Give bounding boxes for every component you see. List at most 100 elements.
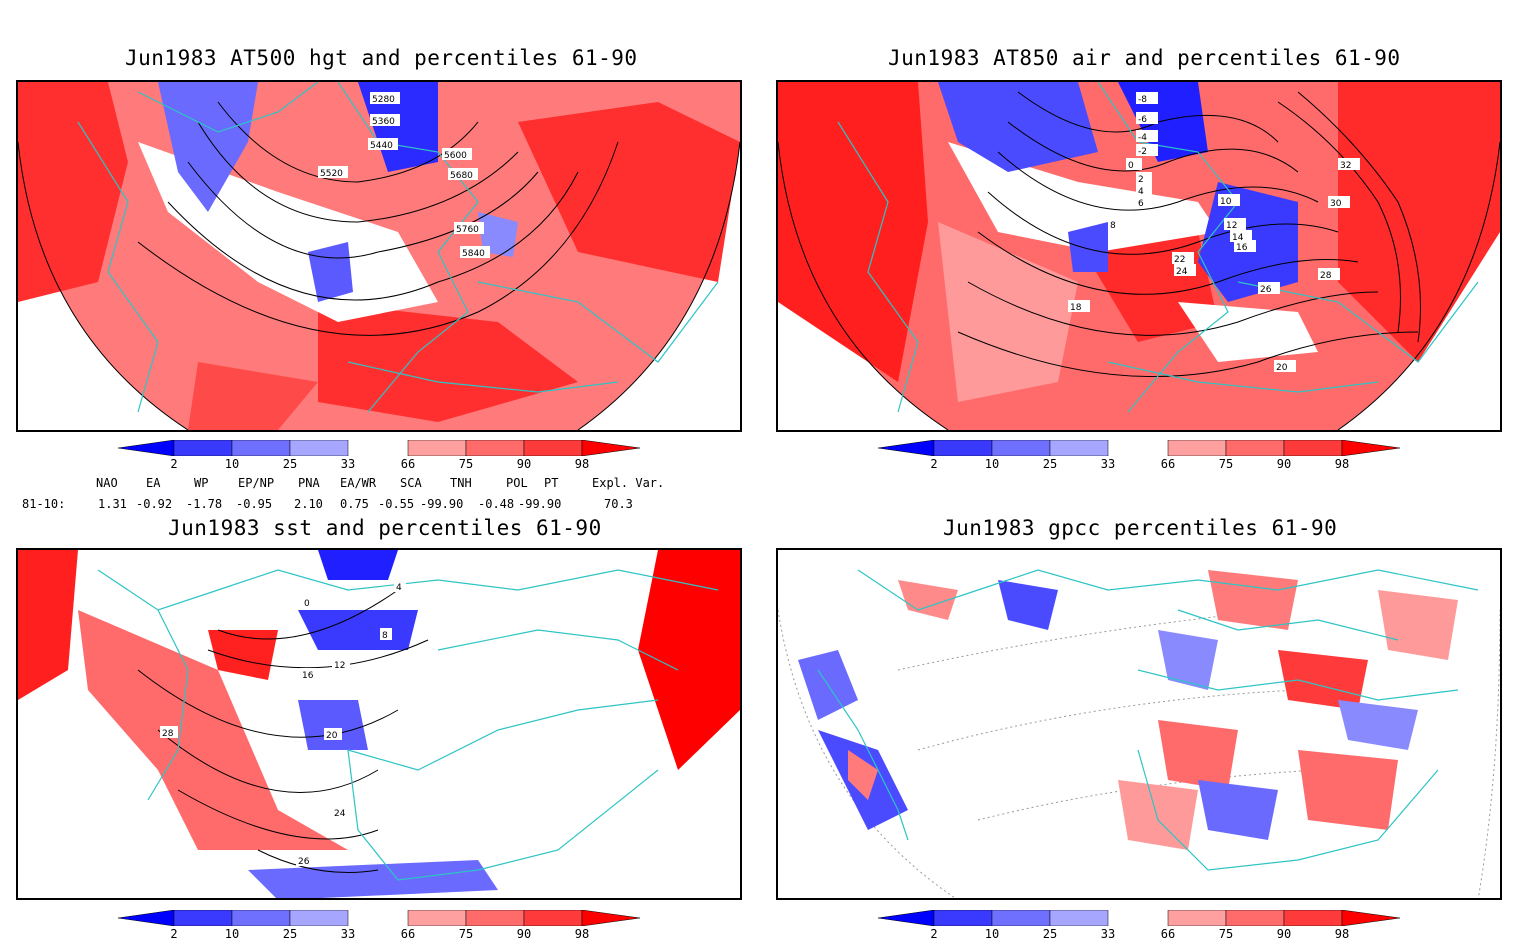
hemisphere-edge bbox=[778, 141, 1500, 430]
colorbar-swatches bbox=[117, 439, 641, 457]
contour-label: 2 bbox=[1138, 175, 1144, 185]
index-header: EP/NP bbox=[238, 476, 275, 490]
colorbar-tick: 10 bbox=[984, 927, 1000, 941]
red-anomaly bbox=[638, 550, 740, 770]
colorbar-tick: 33 bbox=[340, 457, 356, 471]
index-value: 70.3 bbox=[604, 497, 633, 511]
contour-label: 24 bbox=[1176, 267, 1188, 277]
index-header: PT bbox=[544, 476, 559, 490]
contour-labels: -8 -6 -4 -2 0 2 4 6 8 10 12 14 16 18 20 … bbox=[1068, 92, 1360, 373]
contour-label: 4 bbox=[1138, 187, 1144, 197]
blue-anomaly bbox=[248, 860, 498, 898]
contour-label: 4 bbox=[396, 583, 402, 593]
precip-anomaly-patches bbox=[798, 570, 1458, 850]
contour-label: -4 bbox=[1138, 133, 1147, 143]
index-value: 1.31 bbox=[98, 497, 127, 511]
contour-label: -6 bbox=[1138, 115, 1147, 125]
colorbar-panel-2: 2 10 25 33 66 75 90 98 bbox=[877, 439, 1408, 480]
white-neutral bbox=[1178, 302, 1318, 362]
index-header: TNH bbox=[450, 476, 472, 490]
colorbar-tick: 75 bbox=[458, 927, 474, 941]
contour-labels: 5280 5360 5440 5520 5600 5680 5760 5840 bbox=[318, 92, 490, 259]
map-panel-hgt500: 5280 5360 5440 5520 5600 5680 5760 5840 bbox=[16, 80, 742, 432]
contour-label: -8 bbox=[1138, 95, 1147, 105]
red-anomaly bbox=[18, 550, 78, 700]
index-header: PNA bbox=[298, 476, 320, 490]
contour-label: 8 bbox=[1110, 221, 1116, 231]
red-anomaly bbox=[188, 362, 318, 430]
contour-label: 0 bbox=[304, 599, 310, 609]
contour-label: 20 bbox=[326, 731, 338, 741]
contour-label: 5360 bbox=[372, 117, 395, 127]
colorbar-tick: 98 bbox=[1334, 457, 1350, 471]
light-red bbox=[938, 222, 1078, 402]
colorbar-tick: 10 bbox=[224, 927, 240, 941]
colorbar-panel-3: 2 10 25 33 66 75 90 98 bbox=[117, 909, 648, 950]
contour-label: 26 bbox=[1260, 285, 1272, 295]
colorbar-tick: 66 bbox=[400, 927, 416, 941]
contour-label: 28 bbox=[1320, 271, 1332, 281]
red-anomaly bbox=[78, 610, 348, 850]
colorbar-panel-1: 2 10 25 33 66 75 90 98 bbox=[117, 439, 648, 480]
colorbar-tick: 90 bbox=[516, 457, 532, 471]
index-header: NAO bbox=[96, 476, 118, 490]
sst-map: 0 4 8 12 16 20 24 26 28 bbox=[18, 550, 740, 898]
contour-label: 26 bbox=[298, 857, 310, 867]
coastlines bbox=[97, 569, 719, 881]
index-value: -99.90 bbox=[420, 497, 464, 511]
contour-label: 12 bbox=[334, 661, 345, 671]
contour-label: 28 bbox=[162, 729, 174, 739]
colorbar-tick: 66 bbox=[1160, 457, 1176, 471]
contour-label: 18 bbox=[1070, 303, 1082, 313]
index-value: 2.10 bbox=[294, 497, 323, 511]
colorbar-tick: 2 bbox=[170, 927, 178, 941]
contour-label: 20 bbox=[1276, 363, 1288, 373]
contour-label: 6 bbox=[1138, 199, 1144, 209]
colorbar-tick: 90 bbox=[516, 927, 532, 941]
colorbar-tick: 25 bbox=[282, 927, 298, 941]
map-panel-sst: 0 4 8 12 16 20 24 26 28 bbox=[16, 548, 742, 900]
colorbar-tick: 98 bbox=[1334, 927, 1350, 941]
colorbar-tick: 98 bbox=[574, 457, 590, 471]
panel-3-title: Jun1983 sst and percentiles 61-90 bbox=[168, 516, 602, 540]
air850-map: -8 -6 -4 -2 0 2 4 6 8 10 12 14 16 18 20 … bbox=[778, 82, 1500, 430]
colorbar-tick: 75 bbox=[1218, 927, 1234, 941]
index-value: -99.90 bbox=[518, 497, 562, 511]
colorbar-tick: 33 bbox=[340, 927, 356, 941]
colorbar-swatches bbox=[877, 439, 1401, 457]
contour-label: 5520 bbox=[320, 169, 343, 179]
index-row-label: 81-10: bbox=[22, 497, 66, 511]
contour-label: 5680 bbox=[450, 171, 473, 181]
index-header: EA/WR bbox=[340, 476, 377, 490]
coastlines bbox=[817, 569, 1479, 871]
index-header: Expl. Var. bbox=[592, 476, 665, 490]
contour-label: 12 bbox=[1226, 221, 1237, 231]
contour-label: 5840 bbox=[462, 249, 485, 259]
index-value: -0.55 bbox=[378, 497, 415, 511]
colorbar-tick: 25 bbox=[1042, 927, 1058, 941]
contour-label: 16 bbox=[302, 671, 314, 681]
contour-label: 10 bbox=[1220, 197, 1232, 207]
index-header: WP bbox=[194, 476, 209, 490]
temperature-contours bbox=[957, 91, 1421, 377]
map-panel-air850: -8 -6 -4 -2 0 2 4 6 8 10 12 14 16 18 20 … bbox=[776, 80, 1502, 432]
colorbar-tick: 33 bbox=[1100, 457, 1116, 471]
blue-anomaly bbox=[318, 550, 398, 580]
contour-label: 22 bbox=[1174, 255, 1185, 265]
colorbar-swatches bbox=[117, 909, 641, 927]
panel-2-title: Jun1983 AT850 air and percentiles 61-90 bbox=[888, 46, 1401, 70]
colorbar-tick: 2 bbox=[930, 457, 938, 471]
red-anomaly bbox=[18, 82, 128, 302]
colorbar-swatches bbox=[877, 909, 1401, 927]
colorbar-tick: 66 bbox=[1160, 927, 1176, 941]
red-anomaly bbox=[208, 630, 278, 680]
contour-label: 8 bbox=[382, 631, 388, 641]
contour-label: 0 bbox=[1128, 161, 1134, 171]
colorbar-tick: 25 bbox=[1042, 457, 1058, 471]
colorbar-tick: 10 bbox=[224, 457, 240, 471]
contour-labels: 0 4 8 12 16 20 24 26 28 bbox=[160, 580, 406, 867]
contour-label: 24 bbox=[334, 809, 346, 819]
colorbar-tick: 10 bbox=[984, 457, 1000, 471]
colorbar-tick: 2 bbox=[930, 927, 938, 941]
contour-label: 16 bbox=[1236, 243, 1248, 253]
